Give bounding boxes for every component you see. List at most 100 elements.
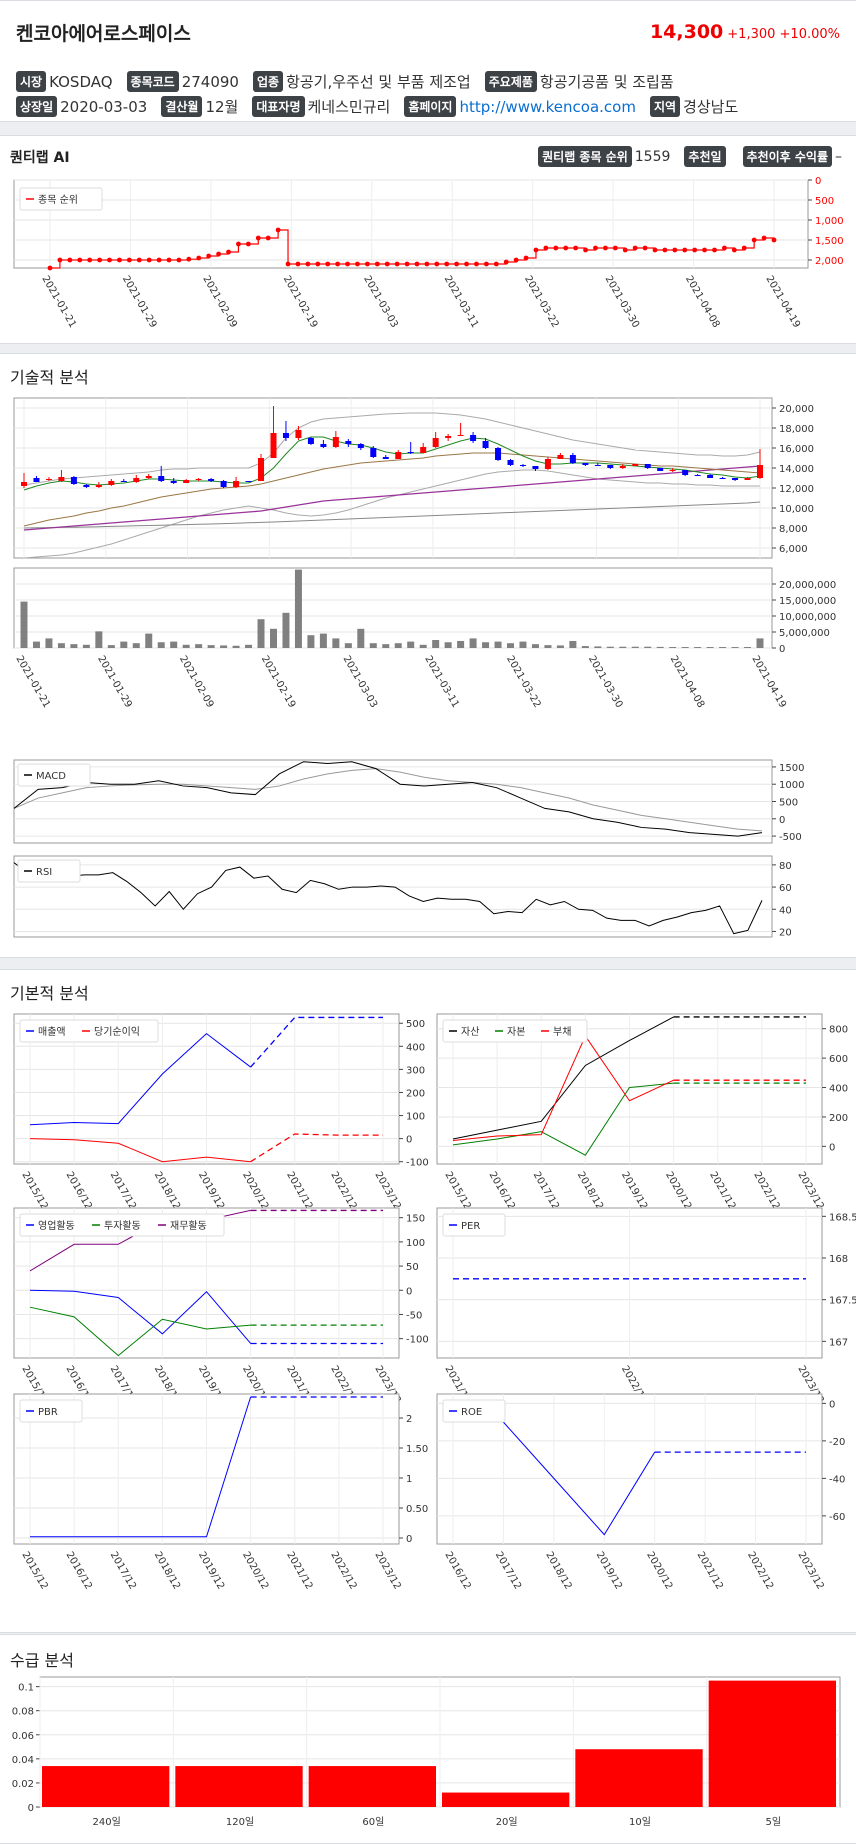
fin_pbr-ytick-label: 1 — [406, 1474, 412, 1485]
candle-body — [420, 447, 427, 453]
supply-xtick-label: 240일 — [93, 1816, 121, 1828]
volume-bar — [207, 645, 215, 648]
homepage-link[interactable]: http://www.kencoa.com — [459, 97, 636, 116]
technical-chart: 6,000 8,000 10,000 12,000 14,000 16,000 18,000… — [13, 397, 836, 938]
candle-body — [70, 477, 77, 484]
product-tag: 주요제품 — [484, 71, 537, 92]
volume-bar — [507, 643, 515, 648]
quant-stats: 퀀티랩 종목 순위 1559 추천일 추천이후 수익률 – — [538, 146, 842, 167]
fin_per-ytick-label: 167 — [829, 1337, 848, 1348]
fin_bs-ytick-label: 200 — [829, 1113, 848, 1124]
candle-body — [282, 433, 289, 438]
rank-point — [67, 257, 73, 263]
volume-bar — [394, 643, 402, 648]
rank-point — [57, 257, 63, 263]
rank-point — [384, 261, 390, 267]
price-ytick-label: 8,000 — [779, 524, 808, 535]
volume-xtick-label: 2021-02-09 — [177, 654, 216, 710]
price-ytick-label: 18,000 — [779, 424, 814, 435]
stock-price: 14,300 +1,300 +10.00% — [650, 21, 840, 43]
ceo-value: 케네스민규리 — [307, 98, 391, 116]
macd-ytick-label: 0 — [779, 815, 785, 826]
rank-point — [136, 257, 142, 263]
rank-point — [583, 247, 588, 253]
bb-lower-line — [23, 469, 760, 559]
volume-xtick-label: 2021-04-08 — [668, 654, 707, 710]
volume-bar — [195, 644, 203, 648]
price-ytick-label: 20,000 — [779, 404, 814, 415]
rsi-ytick-label: 40 — [779, 905, 792, 916]
price-ytick-label: 10,000 — [779, 504, 814, 515]
rank-point — [731, 247, 737, 253]
fund-title: 기본적 분석 — [10, 984, 89, 1003]
rank-point — [712, 247, 717, 253]
fin_bs-xtick-label: 2019/12 — [619, 1170, 649, 1211]
rank-point — [236, 241, 241, 247]
stock-header: 켄코아에어로스페이스 14,300 +1,300 +10.00% 시장 KOSDAQ… — [0, 0, 856, 122]
volume-bar — [120, 641, 128, 648]
listed-value: 2020-03-03 — [60, 97, 148, 116]
rank-chart: 0 500 1,000 1,500 2,000 종목 순위 2021-01-21 2021-0… — [13, 176, 844, 330]
fin_bs-xtick-label: 2016/12 — [487, 1170, 517, 1211]
candle-body — [407, 452, 414, 453]
code-tag: 종목코드 — [126, 71, 179, 92]
candle-body — [208, 479, 215, 481]
fin_pbr-ytick-label: 1.50 — [406, 1444, 428, 1455]
rank-point — [355, 261, 360, 267]
rank-legend-label: 종목 순위 — [38, 193, 78, 206]
fin_bs-xtick-label: 2015/12 — [442, 1170, 472, 1211]
fin_cf-series-line — [29, 1289, 252, 1344]
candle-body — [544, 459, 551, 469]
rank-xtick-label: 2021-01-29 — [120, 274, 159, 330]
candle-body — [133, 478, 140, 482]
price-ytick-label: 16,000 — [779, 444, 814, 455]
region-tag: 지역 — [649, 96, 681, 117]
volume-bar — [581, 646, 589, 648]
rank-point — [226, 249, 231, 255]
rank-point — [255, 235, 261, 241]
rsi-line — [13, 862, 763, 935]
candle-body — [507, 460, 514, 465]
volume-bar — [706, 647, 714, 648]
fin_cf-legend-label: 투자활동 — [104, 1219, 141, 1232]
rank-legend-box — [19, 187, 103, 211]
price-ytick-label: 14,000 — [779, 464, 814, 475]
rank-point — [156, 257, 162, 263]
volume-bar — [457, 640, 465, 648]
macd-ytick-label: 500 — [779, 798, 798, 809]
supply-bar — [575, 1749, 703, 1807]
volume-bar — [344, 643, 352, 648]
fin_pbr-legend-label: PBR — [38, 1407, 58, 1418]
rank-point — [414, 261, 420, 267]
supply-xtick-label: 20일 — [496, 1816, 518, 1828]
rank-point — [47, 265, 53, 271]
fin_cf-legend-label: 영업활동 — [38, 1219, 75, 1232]
volume-bar — [519, 641, 527, 648]
rank-point — [424, 261, 430, 267]
volume-bar — [307, 635, 315, 648]
fin_per-legend-box — [442, 1213, 506, 1237]
volume-bar — [132, 643, 140, 648]
volume-xtick-label: 2021-02-19 — [259, 654, 298, 710]
fin_sales-ytick-label: 100 — [406, 1112, 425, 1123]
rsi-ytick-label: 60 — [779, 883, 792, 894]
volume-bar — [382, 644, 390, 648]
fin_bs-series-line — [452, 1082, 674, 1156]
industry-value: 항공기,우주선 및 부품 제조업 — [286, 73, 471, 91]
rank-xtick-label: 2021-04-08 — [683, 274, 722, 330]
fin_pbr-xtick-label: 2021/12 — [284, 1550, 314, 1591]
volume-bar — [606, 646, 614, 648]
ceo-tag: 대표자명 — [252, 96, 305, 117]
fin_bs-ytick-label: 800 — [829, 1025, 848, 1036]
candle-body — [158, 476, 165, 481]
candle-body — [21, 482, 27, 486]
candle-body — [532, 466, 539, 469]
supply-chart: 0 0.02 0.04 0.06 0.08 0.1 240일 120일 60일 20일 10일 5일 — [12, 1676, 841, 1828]
volume-bar — [644, 646, 652, 648]
rank-point — [434, 261, 440, 267]
fin_roe-legend-label: ROE — [461, 1407, 482, 1418]
fin_cf-ytick-label: -50 — [406, 1310, 422, 1321]
macd-line — [13, 761, 763, 837]
fin_roe-xtick-label: 2020/12 — [644, 1550, 674, 1591]
